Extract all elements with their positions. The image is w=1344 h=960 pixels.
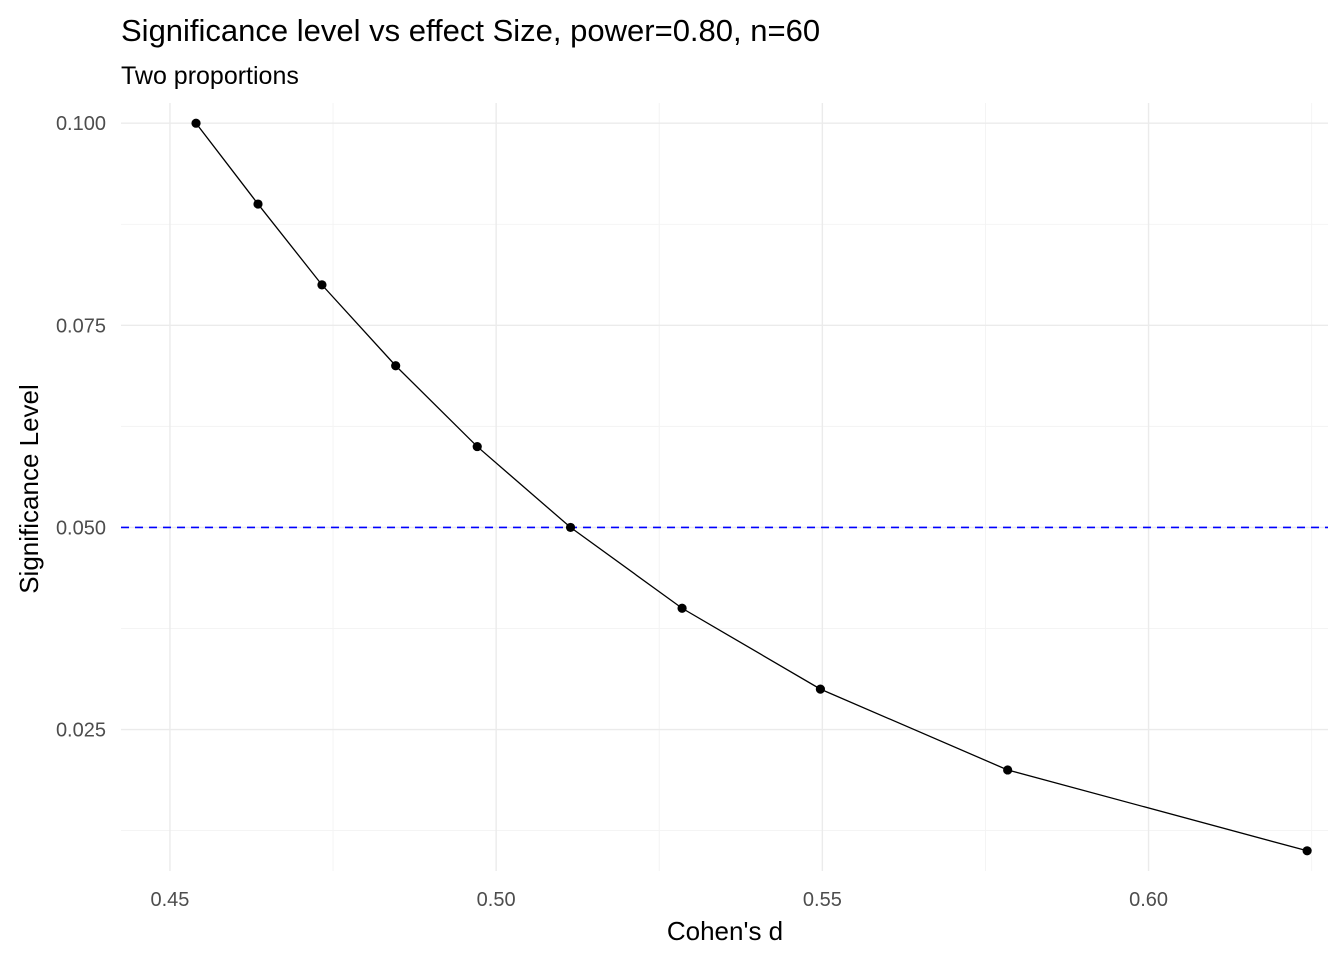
chart-subtitle: Two proportions [121,62,299,90]
chart-title: Significance level vs effect Size, power… [121,13,820,48]
x-tick-label: 0.45 [150,889,189,911]
x-tick-label: 0.50 [477,889,516,911]
x-axis-title: Cohen's d [667,916,783,946]
grid [121,103,1328,871]
data-point [677,603,687,613]
tick-labels: 0.45 0.50 0.55 0.60 0.025 0.050 0.075 0.100 [56,113,1168,911]
data-point [1302,846,1312,856]
y-tick-label: 0.100 [56,113,106,135]
y-tick-label: 0.025 [56,720,106,742]
x-tick-label: 0.55 [803,889,842,911]
series [191,118,1312,856]
data-point [253,199,263,209]
y-tick-label: 0.075 [56,315,106,337]
y-axis-title: Significance Level [14,384,44,594]
y-tick-label: 0.050 [56,517,106,539]
data-point [317,280,327,290]
data-point [565,522,576,533]
data-point [191,118,201,128]
data-point [391,361,401,371]
data-point [815,684,826,694]
x-tick-label: 0.60 [1129,889,1168,911]
data-point [472,441,482,452]
data-point [1003,765,1013,775]
series-line [195,122,1308,852]
